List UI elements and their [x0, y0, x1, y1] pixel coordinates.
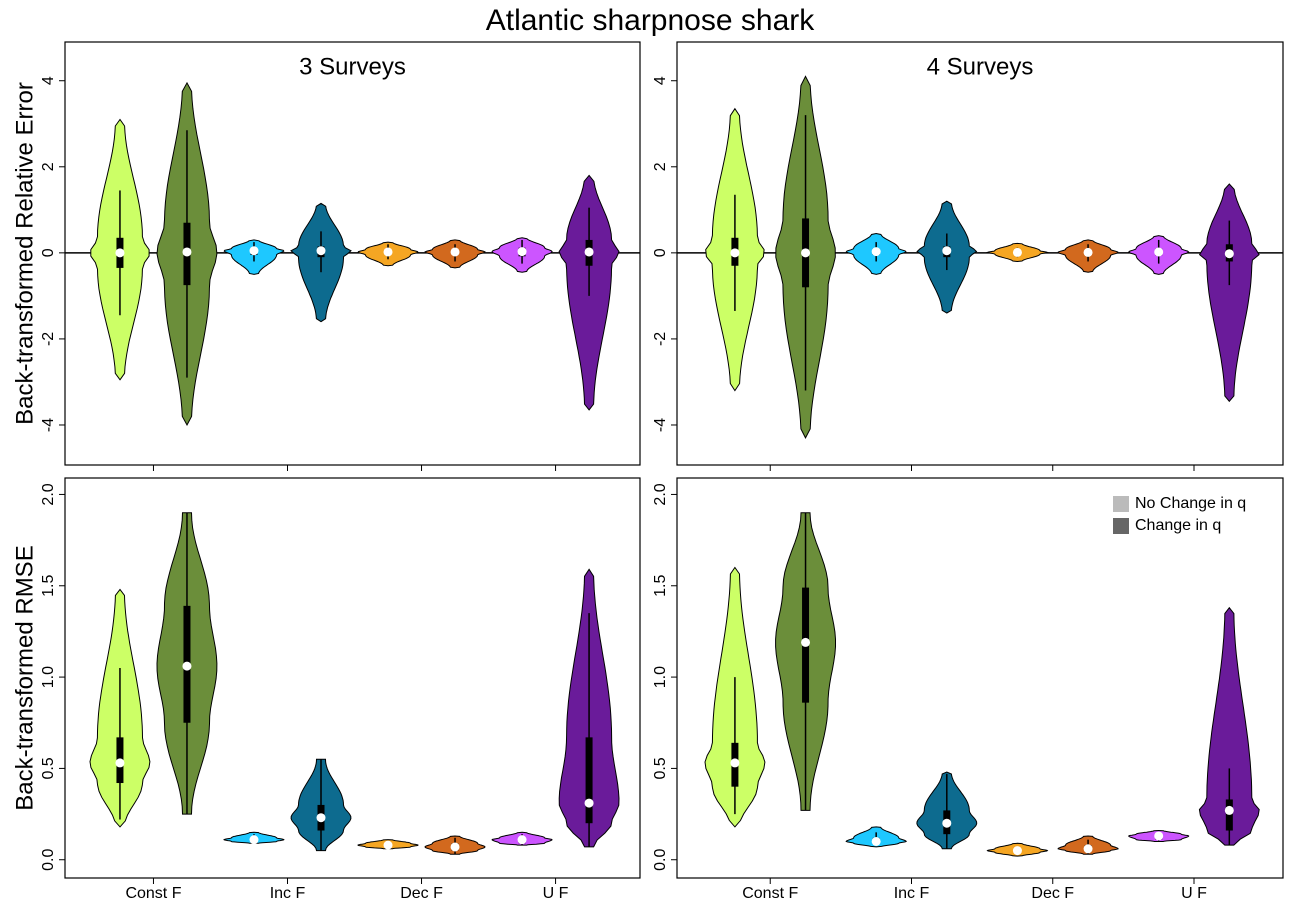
median [316, 813, 326, 823]
median [730, 248, 740, 258]
plot-frame [676, 477, 1284, 879]
violin [1198, 606, 1260, 846]
median [1224, 805, 1234, 815]
plot-frame [676, 41, 1284, 466]
violin [1198, 183, 1260, 403]
median [383, 247, 393, 257]
median [115, 248, 125, 258]
x-tick-label: U F [1181, 885, 1207, 902]
x-tick-label: Const F [742, 885, 798, 902]
median [1012, 247, 1022, 257]
median [182, 661, 192, 671]
median [1083, 247, 1093, 257]
y-tick-label: -2 [40, 332, 57, 346]
median [1083, 844, 1093, 854]
y-tick-label: -4 [40, 418, 57, 432]
median [316, 246, 326, 256]
median [871, 836, 881, 846]
plot-frame [64, 477, 641, 879]
y-axis-label: Back-transformed RMSE [11, 545, 38, 810]
y-tick-label: 2 [652, 162, 669, 171]
median [801, 637, 811, 647]
y-tick-label: 1.0 [652, 666, 669, 688]
y-tick-label: 2 [40, 162, 57, 171]
y-tick-label: 0.5 [652, 757, 669, 779]
x-tick-label: U F [543, 885, 569, 902]
y-tick-label: 2.0 [652, 483, 669, 505]
y-tick-label: 1.5 [652, 575, 669, 597]
y-tick-label: 0 [40, 248, 57, 257]
x-tick-label: Inc F [894, 885, 930, 902]
median [1154, 831, 1164, 841]
y-tick-label: -4 [652, 418, 669, 432]
legend-label: No Change in q [1135, 495, 1246, 512]
median [730, 758, 740, 768]
y-tick-label: 0 [652, 248, 669, 257]
median [517, 247, 527, 257]
x-tick-label: Dec F [400, 885, 443, 902]
median [801, 248, 811, 258]
box [585, 737, 593, 824]
median [1224, 249, 1234, 259]
median [517, 835, 527, 845]
median [249, 835, 259, 845]
median [942, 246, 952, 256]
y-tick-label: 4 [652, 76, 669, 85]
legend-label: Change in q [1135, 517, 1221, 534]
median [584, 247, 594, 257]
box [1225, 799, 1233, 831]
y-tick-label: -2 [652, 332, 669, 346]
legend-swatch [1113, 518, 1129, 534]
median [942, 818, 952, 828]
median [1012, 846, 1022, 856]
plot-frame [64, 41, 641, 466]
y-tick-label: 2.0 [40, 483, 57, 505]
y-tick-label: 1.0 [40, 666, 57, 688]
chart-title: Atlantic sharpnose shark [486, 4, 816, 37]
y-tick-label: 0.5 [40, 757, 57, 779]
median [450, 842, 460, 852]
median [584, 798, 594, 808]
panel-title: 3 Surveys [299, 53, 406, 80]
median [249, 246, 259, 256]
median [182, 247, 192, 257]
x-tick-label: Const F [125, 885, 181, 902]
y-tick-label: 0.0 [652, 849, 669, 871]
panel-title: 4 Surveys [927, 53, 1034, 80]
median [871, 247, 881, 257]
x-tick-label: Dec F [1031, 885, 1074, 902]
y-tick-label: 1.5 [40, 575, 57, 597]
median [450, 247, 460, 257]
y-tick-label: 4 [40, 76, 57, 85]
median [383, 840, 393, 850]
median [115, 758, 125, 768]
y-axis-label: Back-transformed Relative Error [11, 82, 38, 425]
panel: -4 -2 0 2 4 4 Surveys [652, 41, 1284, 471]
panel: 0.0 0.5 1.0 1.5 2.0 Const F Inc F Dec F U F No Ch… [652, 477, 1284, 902]
median [1154, 247, 1164, 257]
legend-swatch [1113, 496, 1129, 512]
x-tick-label: Inc F [270, 885, 306, 902]
y-tick-label: 0.0 [40, 849, 57, 871]
panel: 0.0 0.5 1.0 1.5 2.0 Back-transformed RMSE Cons… [11, 477, 641, 902]
